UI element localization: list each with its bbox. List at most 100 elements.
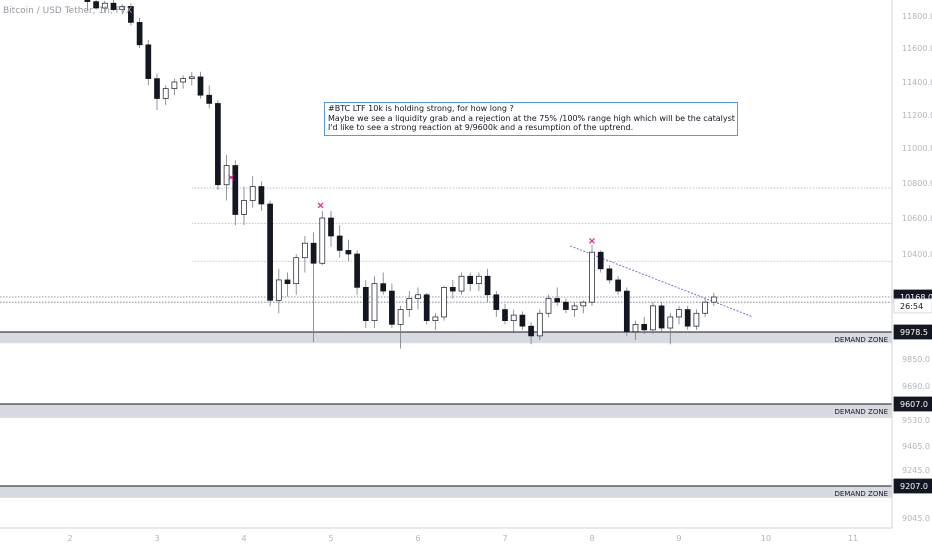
x-marker: ×	[588, 236, 596, 247]
candle-body	[484, 275, 491, 296]
candle-body	[371, 283, 378, 321]
price-axis-label: 11800.0	[902, 12, 932, 21]
candle-body	[336, 235, 343, 251]
candle-body	[510, 314, 517, 321]
price-badge-label: 26:54	[900, 302, 923, 311]
candle-body	[658, 305, 665, 329]
candle-body	[597, 251, 604, 270]
price-badge-label: 9978.5	[900, 328, 928, 337]
price-axis-label: 10400.0	[902, 250, 932, 259]
candle-body	[215, 103, 221, 186]
price-badge-label: 10168.0	[900, 293, 932, 302]
candle-body	[93, 1, 99, 9]
candle-body	[615, 279, 621, 292]
time-axis-label: 4	[241, 534, 246, 543]
price-axis-label: 11200.0	[902, 111, 932, 120]
candle-body	[519, 314, 526, 327]
candle-body	[684, 309, 691, 327]
demand-zones: DEMAND ZONE DEMAND ZONE DEMAND ZONE	[0, 331, 892, 498]
candle-body	[180, 78, 186, 83]
annotation-note[interactable]: #BTC LTF 10k is holding strong, for how …	[324, 102, 738, 136]
candle-body	[536, 312, 543, 337]
price-badge	[893, 298, 932, 314]
candle-body	[710, 296, 717, 303]
candle-body	[676, 309, 682, 318]
price-badge	[893, 324, 932, 340]
time-axis-label: 8	[589, 534, 594, 543]
candle-body	[528, 325, 534, 337]
candle-body	[84, 0, 91, 2]
candle-body	[162, 88, 169, 99]
candle-body	[389, 290, 395, 325]
price-axis-label: 11000.0	[902, 144, 932, 153]
candle-body	[580, 301, 587, 307]
candle-body	[641, 323, 648, 331]
price-badge	[893, 478, 932, 494]
demand-zone-label: DEMAND ZONE	[835, 490, 888, 498]
candle-body	[197, 76, 204, 96]
time-axis-label: 2	[67, 534, 72, 543]
candle-body	[328, 217, 334, 237]
candle-body	[354, 253, 360, 288]
candle-body	[241, 200, 247, 215]
candle-body	[589, 251, 595, 303]
candle-body	[406, 298, 413, 310]
candle-body	[275, 279, 282, 301]
candle-body	[623, 290, 630, 333]
candle-body	[449, 287, 456, 292]
candle-body	[423, 294, 430, 321]
candle-body	[650, 305, 656, 331]
candle-body	[188, 76, 195, 79]
candle-body	[432, 316, 439, 321]
candle-body	[101, 2, 108, 9]
candle-body	[563, 301, 569, 310]
candle-body	[397, 309, 404, 325]
candle-body	[249, 186, 256, 201]
candle-body	[693, 312, 700, 327]
time-axis-label: 9	[676, 534, 681, 543]
level-lines	[0, 187, 892, 303]
time-axis-label: 6	[415, 534, 420, 543]
price-axis-label: 10600.0	[902, 214, 932, 223]
candle-body	[206, 94, 213, 104]
annotation-line-2: Maybe we see a liquidity grab and a reje…	[328, 113, 737, 123]
candle-body	[554, 298, 561, 303]
price-axis-label: 11600.0	[902, 44, 932, 53]
candle-body	[458, 275, 465, 292]
candle-body	[145, 44, 152, 79]
candle-body	[702, 301, 708, 314]
price-badge-label: 9607.0	[900, 400, 928, 409]
price-badge-label: 9207.0	[900, 482, 928, 491]
candle-body	[545, 298, 552, 314]
candle-body	[232, 165, 239, 215]
candle-body	[310, 242, 317, 264]
candle-body	[267, 203, 273, 301]
demand-zone-label: DEMAND ZONE	[835, 408, 888, 416]
candle-body	[284, 279, 291, 285]
price-axis-label: 11400.0	[902, 78, 932, 87]
candle-body	[606, 268, 613, 281]
annotation-line-3: I'd like to see a strong reaction at 9/9…	[328, 123, 634, 132]
candle-body	[119, 6, 126, 10]
chart-title: Bitcoin / USD Tether, 1h, FTX	[3, 6, 132, 16]
price-axis-label: 9045.0	[902, 514, 930, 523]
candle-body	[319, 217, 326, 264]
time-axis-label: 5	[328, 534, 333, 543]
time-axis[interactable]: 2 3 4 5 6 7 8 9 10 11	[67, 534, 858, 543]
candle-body	[632, 323, 639, 333]
price-axis-label: 9405.0	[902, 442, 930, 451]
x-marker: ×	[227, 172, 235, 183]
candle-body	[302, 242, 308, 259]
candle-body	[345, 250, 352, 255]
time-axis-label: 10	[761, 534, 771, 543]
candle-body	[380, 283, 387, 292]
candle-body	[476, 275, 482, 285]
price-axis[interactable]: 11800.0 11600.0 11400.0 11200.0 11000.0 10800…	[902, 12, 932, 523]
candle-body	[493, 294, 500, 310]
demand-zone-band	[0, 486, 892, 498]
time-axis-label: 7	[502, 534, 507, 543]
price-axis-label: 9530.0	[902, 416, 930, 425]
